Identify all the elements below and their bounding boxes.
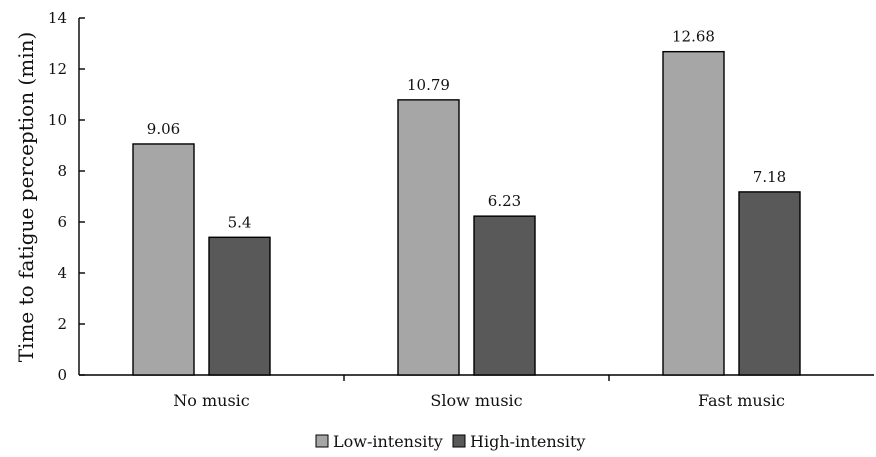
y-tick-label: 0 [57,366,67,384]
x-category-label: Slow music [430,391,522,410]
legend-swatch [315,434,329,448]
data-label: 9.06 [147,120,180,138]
data-label: 10.79 [407,76,450,94]
legend-swatch [452,434,466,448]
bar-low-intensity-slow-music [397,99,460,376]
bar-low-intensity-no-music [132,143,195,376]
data-label: 6.23 [488,192,521,210]
legend-label: High-intensity [470,432,585,451]
y-tick-label: 6 [57,213,67,231]
legend: Low-intensity High-intensity [315,432,585,451]
y-tick-label: 2 [57,315,67,333]
bars-layer [132,50,801,376]
bar-low-intensity-fast-music [662,50,725,376]
bar-high-intensity-no-music [208,236,271,376]
x-category-label: No music [173,391,250,410]
bar-high-intensity-fast-music [738,191,801,376]
y-tick-label: 10 [48,111,67,129]
y-tick-label: 4 [57,264,67,282]
y-tick-label: 12 [48,60,67,78]
y-axis-title: Time to fatigue perception (min) [14,32,38,363]
legend-label: Low-intensity [333,432,443,451]
data-label: 12.68 [672,28,715,46]
y-tick-label: 8 [57,162,67,180]
y-tick-label: 14 [48,9,67,27]
x-category-label: Fast music [698,391,785,410]
data-label: 5.4 [228,213,252,231]
labels-layer: 9.06 5.4 No music 10.79 6.23 Slow music 12.68 7… [147,28,786,410]
data-label: 7.18 [753,168,786,186]
bar-high-intensity-slow-music [473,215,536,376]
